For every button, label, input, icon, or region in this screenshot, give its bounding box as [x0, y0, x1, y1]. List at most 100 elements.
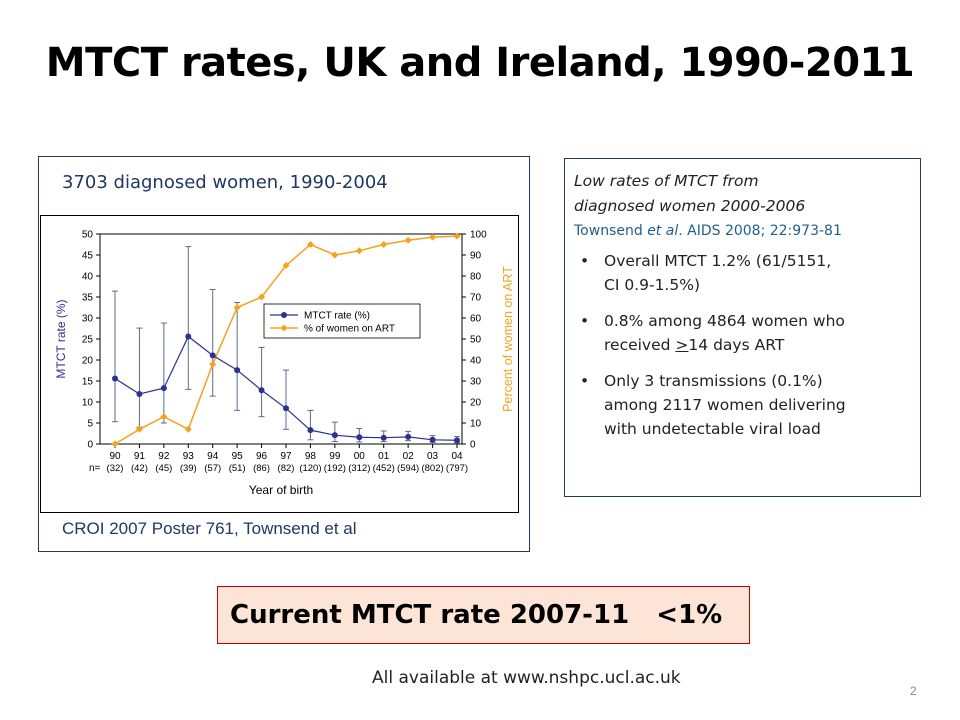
- y2-tick-label: 90: [470, 251, 482, 262]
- ref-journal: . AIDS 2008; 22:973-81: [678, 223, 842, 239]
- mtct-point: [356, 434, 363, 441]
- x-tick-label: 99: [329, 451, 341, 462]
- finding-undetectable: • Only 3 transmissions (0.1%) among 2117…: [574, 369, 910, 441]
- mtct-point: [454, 437, 460, 444]
- x-tick-label: 96: [256, 451, 268, 462]
- x-tick-label: 91: [134, 451, 146, 462]
- findings-heading-line2: diagnosed women 2000-2006: [574, 197, 806, 215]
- legend-art-label: % of women on ART: [304, 324, 395, 335]
- y-tick-label: 5: [87, 419, 93, 430]
- art-point: [380, 241, 388, 248]
- y-tick-label: 0: [87, 440, 93, 451]
- x-tick-label: 90: [109, 451, 121, 462]
- art-point: [209, 360, 217, 368]
- mtct-point: [283, 405, 289, 412]
- art-point: [184, 425, 192, 433]
- y-tick-label: 30: [82, 314, 94, 325]
- findings-heading-line1: Low rates of MTCT from: [574, 172, 759, 190]
- mtct-point: [429, 436, 436, 443]
- y-tick-label: 10: [82, 398, 94, 409]
- n-label: (312): [348, 463, 370, 474]
- mtct-point: [209, 352, 216, 359]
- art-point: [160, 413, 168, 421]
- n-prefix: n=: [89, 463, 101, 474]
- page-number: 2: [910, 684, 917, 698]
- n-label: (57): [204, 463, 221, 474]
- finding-overall-line2: CI 0.9-1.5%): [604, 276, 700, 294]
- finding-overall: • Overall MTCT 1.2% (61/5151, CI 0.9-1.5…: [574, 249, 910, 297]
- n-label: (42): [131, 463, 148, 474]
- y2-tick-label: 30: [470, 377, 482, 388]
- mtct-point: [185, 333, 192, 340]
- y-axis-label: MTCT rate (%): [54, 299, 68, 378]
- y-tick-label: 50: [82, 230, 94, 241]
- n-label: (39): [180, 463, 197, 474]
- y2-tick-label: 20: [470, 398, 482, 409]
- y2-tick-label: 100: [470, 230, 487, 241]
- x-tick-label: 93: [183, 451, 195, 462]
- legend-mtct-label: MTCT rate (%): [304, 311, 370, 322]
- n-label: (452): [373, 463, 395, 474]
- mtct-point: [136, 391, 143, 398]
- n-label: (82): [278, 463, 295, 474]
- x-tick-label: 94: [207, 451, 219, 462]
- finding-art-post: 14 days ART: [688, 336, 785, 354]
- mtct-point: [405, 433, 412, 440]
- plot-area: [99, 233, 463, 445]
- findings-reference: Townsend et al. AIDS 2008; 22:973-81: [574, 219, 910, 243]
- n-label: (45): [155, 463, 172, 474]
- x-tick-label: 97: [280, 451, 292, 462]
- x-tick-label: 03: [427, 451, 439, 462]
- art-point: [404, 236, 412, 244]
- findings-heading: Low rates of MTCT from diagnosed women 2…: [574, 169, 910, 219]
- n-label: (192): [324, 463, 346, 474]
- art-point: [135, 425, 143, 433]
- x-tick-label: 02: [403, 451, 415, 462]
- y-tick-label: 15: [82, 377, 94, 388]
- art-point: [331, 251, 339, 259]
- art-point: [233, 304, 241, 311]
- x-tick-label: 01: [378, 451, 390, 462]
- y-tick-label: 25: [82, 335, 94, 346]
- y2-tick-label: 40: [470, 356, 482, 367]
- art-point: [258, 293, 266, 301]
- n-label: (32): [107, 463, 124, 474]
- chart-credit: CROI 2007 Poster 761, Townsend et al: [62, 519, 357, 538]
- ref-etal: et al: [647, 223, 679, 239]
- y2-tick-label: 80: [470, 272, 482, 283]
- mtct-point: [307, 427, 314, 434]
- n-label: (51): [229, 463, 246, 474]
- mtct-point: [258, 387, 265, 394]
- n-label: (802): [421, 463, 443, 474]
- n-label: (86): [253, 463, 270, 474]
- y2-tick-label: 60: [470, 314, 482, 325]
- mtct-point: [234, 367, 241, 374]
- current-rate-box: Current MTCT rate 2007-11 <1%: [217, 586, 750, 644]
- finding-art: • 0.8% among 4864 women who received >14…: [574, 309, 910, 357]
- y2-tick-label: 50: [470, 335, 482, 346]
- legend-box: [263, 303, 421, 339]
- x-tick-label: 98: [305, 451, 317, 462]
- n-label: (120): [299, 463, 321, 474]
- y2-tick-label: 0: [470, 440, 476, 451]
- findings-list: • Overall MTCT 1.2% (61/5151, CI 0.9-1.5…: [574, 249, 910, 441]
- y2-axis-label: Percent of women on ART: [501, 266, 515, 412]
- y2-tick-label: 70: [470, 293, 482, 304]
- art-point: [429, 233, 437, 241]
- findings-panel: Low rates of MTCT from diagnosed women 2…: [564, 158, 921, 497]
- mtct-chart: 0510152025303540455001020304050607080901…: [54, 230, 515, 498]
- x-tick-label: 92: [158, 451, 170, 462]
- n-label: (797): [446, 463, 468, 474]
- y-tick-label: 20: [82, 356, 94, 367]
- art-point: [453, 232, 461, 240]
- bullet-dot: •: [580, 372, 590, 390]
- bullet-dot: •: [580, 312, 590, 330]
- legend-art-marker: [280, 324, 288, 332]
- finding-art-pre: received: [604, 336, 676, 354]
- mtct-point: [160, 385, 167, 392]
- y2-tick-label: 10: [470, 419, 482, 430]
- legend-mtct-marker: [281, 312, 287, 318]
- ref-author: Townsend: [574, 223, 648, 239]
- x-tick-label: 04: [451, 451, 463, 462]
- finding-undetectable-line1: Only 3 transmissions (0.1%): [604, 372, 823, 390]
